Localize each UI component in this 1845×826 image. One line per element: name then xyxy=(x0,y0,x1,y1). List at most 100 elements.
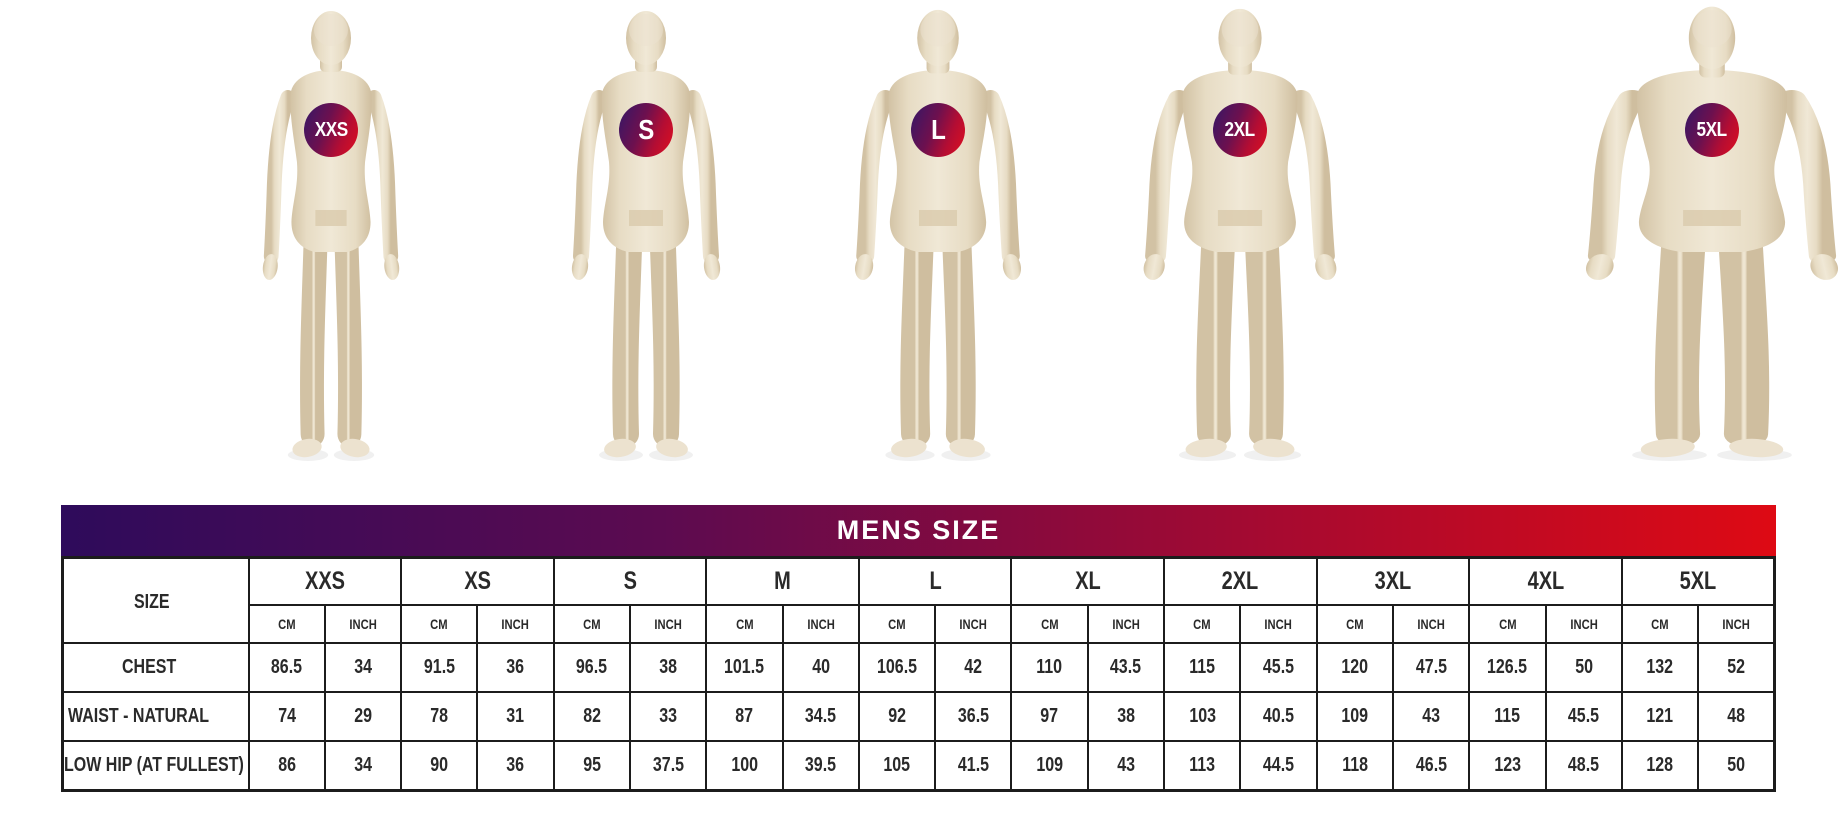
low-hip-at-fullest-3xl-cm: 118 xyxy=(1315,740,1394,792)
chest-s-cm-text: 96.5 xyxy=(576,656,608,678)
unit-header-xxs-inch-text: INCH xyxy=(349,616,377,632)
measurement-label-chest-text: CHEST xyxy=(121,656,177,678)
chest-4xl-inch-text: 50 xyxy=(1574,656,1593,678)
size-column-header-l-text: L xyxy=(929,567,942,595)
low-hip-at-fullest-s-inch-text: 37.5 xyxy=(652,754,684,776)
unit-header-xxs-inch: INCH xyxy=(323,604,403,644)
low-hip-at-fullest-2xl-inch: 44.5 xyxy=(1239,740,1318,792)
size-column-header-2xl: 2XL xyxy=(1163,556,1318,606)
size-column-header-xxs: XXS xyxy=(247,556,403,606)
unit-header-2xl-inch-text: INCH xyxy=(1264,616,1293,632)
low-hip-at-fullest-s-cm-text: 95 xyxy=(582,754,601,776)
unit-header-l-inch: INCH xyxy=(934,604,1013,644)
mannequin-5xl: 5XL xyxy=(1562,6,1845,471)
chest-2xl-inch-text: 45.5 xyxy=(1262,656,1295,678)
unit-header-2xl-cm: CM xyxy=(1163,604,1242,644)
waist-natural-s-cm-text: 82 xyxy=(582,705,601,727)
low-hip-at-fullest-2xl-inch-text: 44.5 xyxy=(1262,754,1295,776)
waist-natural-3xl-cm: 109 xyxy=(1315,691,1394,742)
size-column-header-4xl: 4XL xyxy=(1468,556,1623,606)
measurement-label-chest: CHEST xyxy=(61,642,250,693)
unit-header-m-cm: CM xyxy=(705,604,784,644)
chest-xxs-inch-text: 34 xyxy=(354,656,372,678)
low-hip-at-fullest-xl-inch: 43 xyxy=(1086,740,1166,792)
chest-5xl-inch-text: 52 xyxy=(1727,656,1745,678)
chest-xxs-cm-text: 86.5 xyxy=(271,656,303,678)
mannequin-xxs: XXS xyxy=(181,6,481,471)
size-column-header-xl-text: XL xyxy=(1074,567,1101,595)
chest-5xl-inch: 52 xyxy=(1697,642,1776,693)
low-hip-at-fullest-5xl-cm: 128 xyxy=(1620,740,1700,792)
size-corner-label-text: SIZE xyxy=(133,591,170,613)
unit-header-5xl-cm-text: CM xyxy=(1651,616,1669,632)
unit-header-5xl-inch: INCH xyxy=(1697,604,1776,644)
chest-2xl-cm-text: 115 xyxy=(1189,656,1216,678)
chest-xs-inch: 36 xyxy=(476,642,555,693)
low-hip-at-fullest-3xl-cm-text: 118 xyxy=(1341,754,1368,776)
chest-xs-cm-text: 91.5 xyxy=(423,656,455,678)
unit-header-5xl-inch-text: INCH xyxy=(1722,616,1750,632)
measurement-label-waist-natural: WAIST - NATURAL xyxy=(61,691,250,742)
low-hip-at-fullest-xs-inch: 36 xyxy=(476,740,555,792)
unit-header-m-inch-text: INCH xyxy=(807,616,835,632)
mannequin-s-illustration xyxy=(496,11,796,471)
waist-natural-4xl-cm: 115 xyxy=(1468,691,1547,742)
low-hip-at-fullest-m-inch-text: 39.5 xyxy=(805,754,837,776)
table-row: LOW HIP (AT FULLEST) 86 34 90 36 95 37.5 100 39.… xyxy=(61,740,1776,792)
chest-4xl-inch: 50 xyxy=(1544,642,1623,693)
unit-header-m-inch: INCH xyxy=(781,604,860,644)
size-badge-2xl: 2XL xyxy=(1213,103,1267,157)
measurement-label-waist-natural-text: WAIST - NATURAL xyxy=(67,705,209,727)
table-title: MENS SIZE xyxy=(836,515,1001,545)
chest-s-inch: 38 xyxy=(628,642,708,693)
size-badge-xxs: XXS xyxy=(304,103,358,157)
unit-header-xl-cm: CM xyxy=(1010,604,1089,644)
waist-natural-xxs-cm: 74 xyxy=(247,691,326,742)
size-badge-5xl-label: 5XL xyxy=(1696,118,1728,141)
waist-natural-xxs-inch-text: 29 xyxy=(354,705,372,727)
unit-header-xs-inch: INCH xyxy=(476,604,555,644)
low-hip-at-fullest-5xl-inch: 50 xyxy=(1697,740,1776,792)
size-column-header-5xl-text: 5XL xyxy=(1679,567,1717,595)
size-column-header-xs: XS xyxy=(400,556,555,606)
unit-header-s-inch-text: INCH xyxy=(654,616,682,632)
waist-natural-3xl-cm-text: 109 xyxy=(1341,705,1369,727)
waist-natural-2xl-cm: 103 xyxy=(1163,691,1242,742)
low-hip-at-fullest-l-cm: 105 xyxy=(857,740,937,792)
chest-xl-inch-text: 43.5 xyxy=(1110,656,1142,678)
waist-natural-s-inch-text: 33 xyxy=(659,705,678,727)
mannequin-2xl: 2XL xyxy=(1090,6,1390,471)
mannequin-s: S xyxy=(496,6,796,471)
waist-natural-2xl-inch-text: 40.5 xyxy=(1262,705,1295,727)
size-badge-s-label: S xyxy=(638,114,654,145)
mannequin-2xl-illustration xyxy=(1090,8,1390,471)
waist-natural-5xl-inch-text: 48 xyxy=(1727,705,1745,727)
low-hip-at-fullest-m-cm: 100 xyxy=(705,740,784,792)
chest-2xl-cm: 115 xyxy=(1163,642,1242,693)
chest-xxs-inch: 34 xyxy=(323,642,403,693)
low-hip-at-fullest-s-cm: 95 xyxy=(552,740,631,792)
size-column-header-s-text: S xyxy=(623,567,637,595)
waist-natural-s-cm: 82 xyxy=(552,691,631,742)
waist-natural-5xl-cm-text: 121 xyxy=(1646,705,1674,727)
waist-natural-xs-cm-text: 78 xyxy=(430,705,449,727)
chest-3xl-inch-text: 47.5 xyxy=(1415,656,1447,678)
chest-l-cm: 106.5 xyxy=(857,642,937,693)
low-hip-at-fullest-m-cm-text: 100 xyxy=(731,754,758,776)
waist-natural-m-cm: 87 xyxy=(705,691,784,742)
mannequin-l-illustration xyxy=(788,9,1088,471)
unit-header-xs-cm: CM xyxy=(400,604,479,644)
table-row: CHEST 86.5 34 91.5 36 96.5 38 101.5 40 106.5 42 110… xyxy=(61,642,1776,693)
unit-header-s-cm: CM xyxy=(552,604,631,644)
low-hip-at-fullest-2xl-cm-text: 113 xyxy=(1189,754,1216,776)
chest-2xl-inch: 45.5 xyxy=(1239,642,1318,693)
size-column-header-m: M xyxy=(705,556,860,606)
unit-header-l-cm-text: CM xyxy=(888,616,906,632)
chest-l-inch-text: 42 xyxy=(964,656,983,678)
low-hip-at-fullest-xxs-cm-text: 86 xyxy=(277,754,296,776)
low-hip-at-fullest-xl-inch-text: 43 xyxy=(1117,754,1135,776)
size-column-header-xxs-text: XXS xyxy=(304,567,345,595)
chest-xl-cm: 110 xyxy=(1010,642,1089,693)
chest-l-inch: 42 xyxy=(934,642,1013,693)
mannequin-xxs-illustration xyxy=(181,11,481,471)
